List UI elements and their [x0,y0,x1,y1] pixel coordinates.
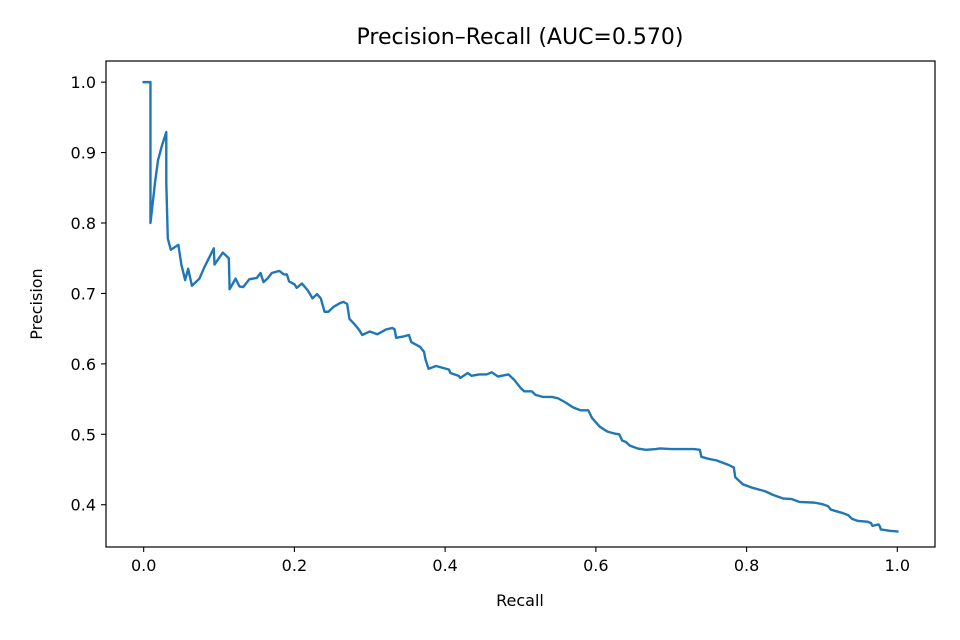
x-axis-ticks: 0.0 0.2 0.4 0.6 0.8 1.0 [131,547,910,575]
y-tick-label: 0.4 [71,496,96,515]
x-tick-label: 0.8 [734,556,759,575]
y-tick-label: 0.9 [71,144,96,163]
y-tick-label: 0.5 [71,425,96,444]
y-tick-label: 1.0 [71,73,96,92]
y-axis-label: Precision [27,268,46,339]
axes-frame [105,60,936,548]
y-tick-label: 0.8 [71,214,96,233]
y-tick-label: 0.6 [71,355,96,374]
chart-title: Precision–Recall (AUC=0.570) [357,25,684,50]
x-tick-label: 0.2 [282,556,307,575]
x-tick-label: 0.4 [432,556,457,575]
x-tick-label: 1.0 [885,556,910,575]
y-tick-label: 0.7 [71,284,96,303]
plot-area [142,80,899,533]
y-axis-ticks: 0.4 0.5 0.6 0.7 0.8 0.9 1.0 [71,73,106,515]
x-tick-label: 0.6 [583,556,608,575]
x-axis-label: Recall [496,591,544,610]
x-tick-label: 0.0 [131,556,156,575]
series-line-0 [142,80,899,533]
